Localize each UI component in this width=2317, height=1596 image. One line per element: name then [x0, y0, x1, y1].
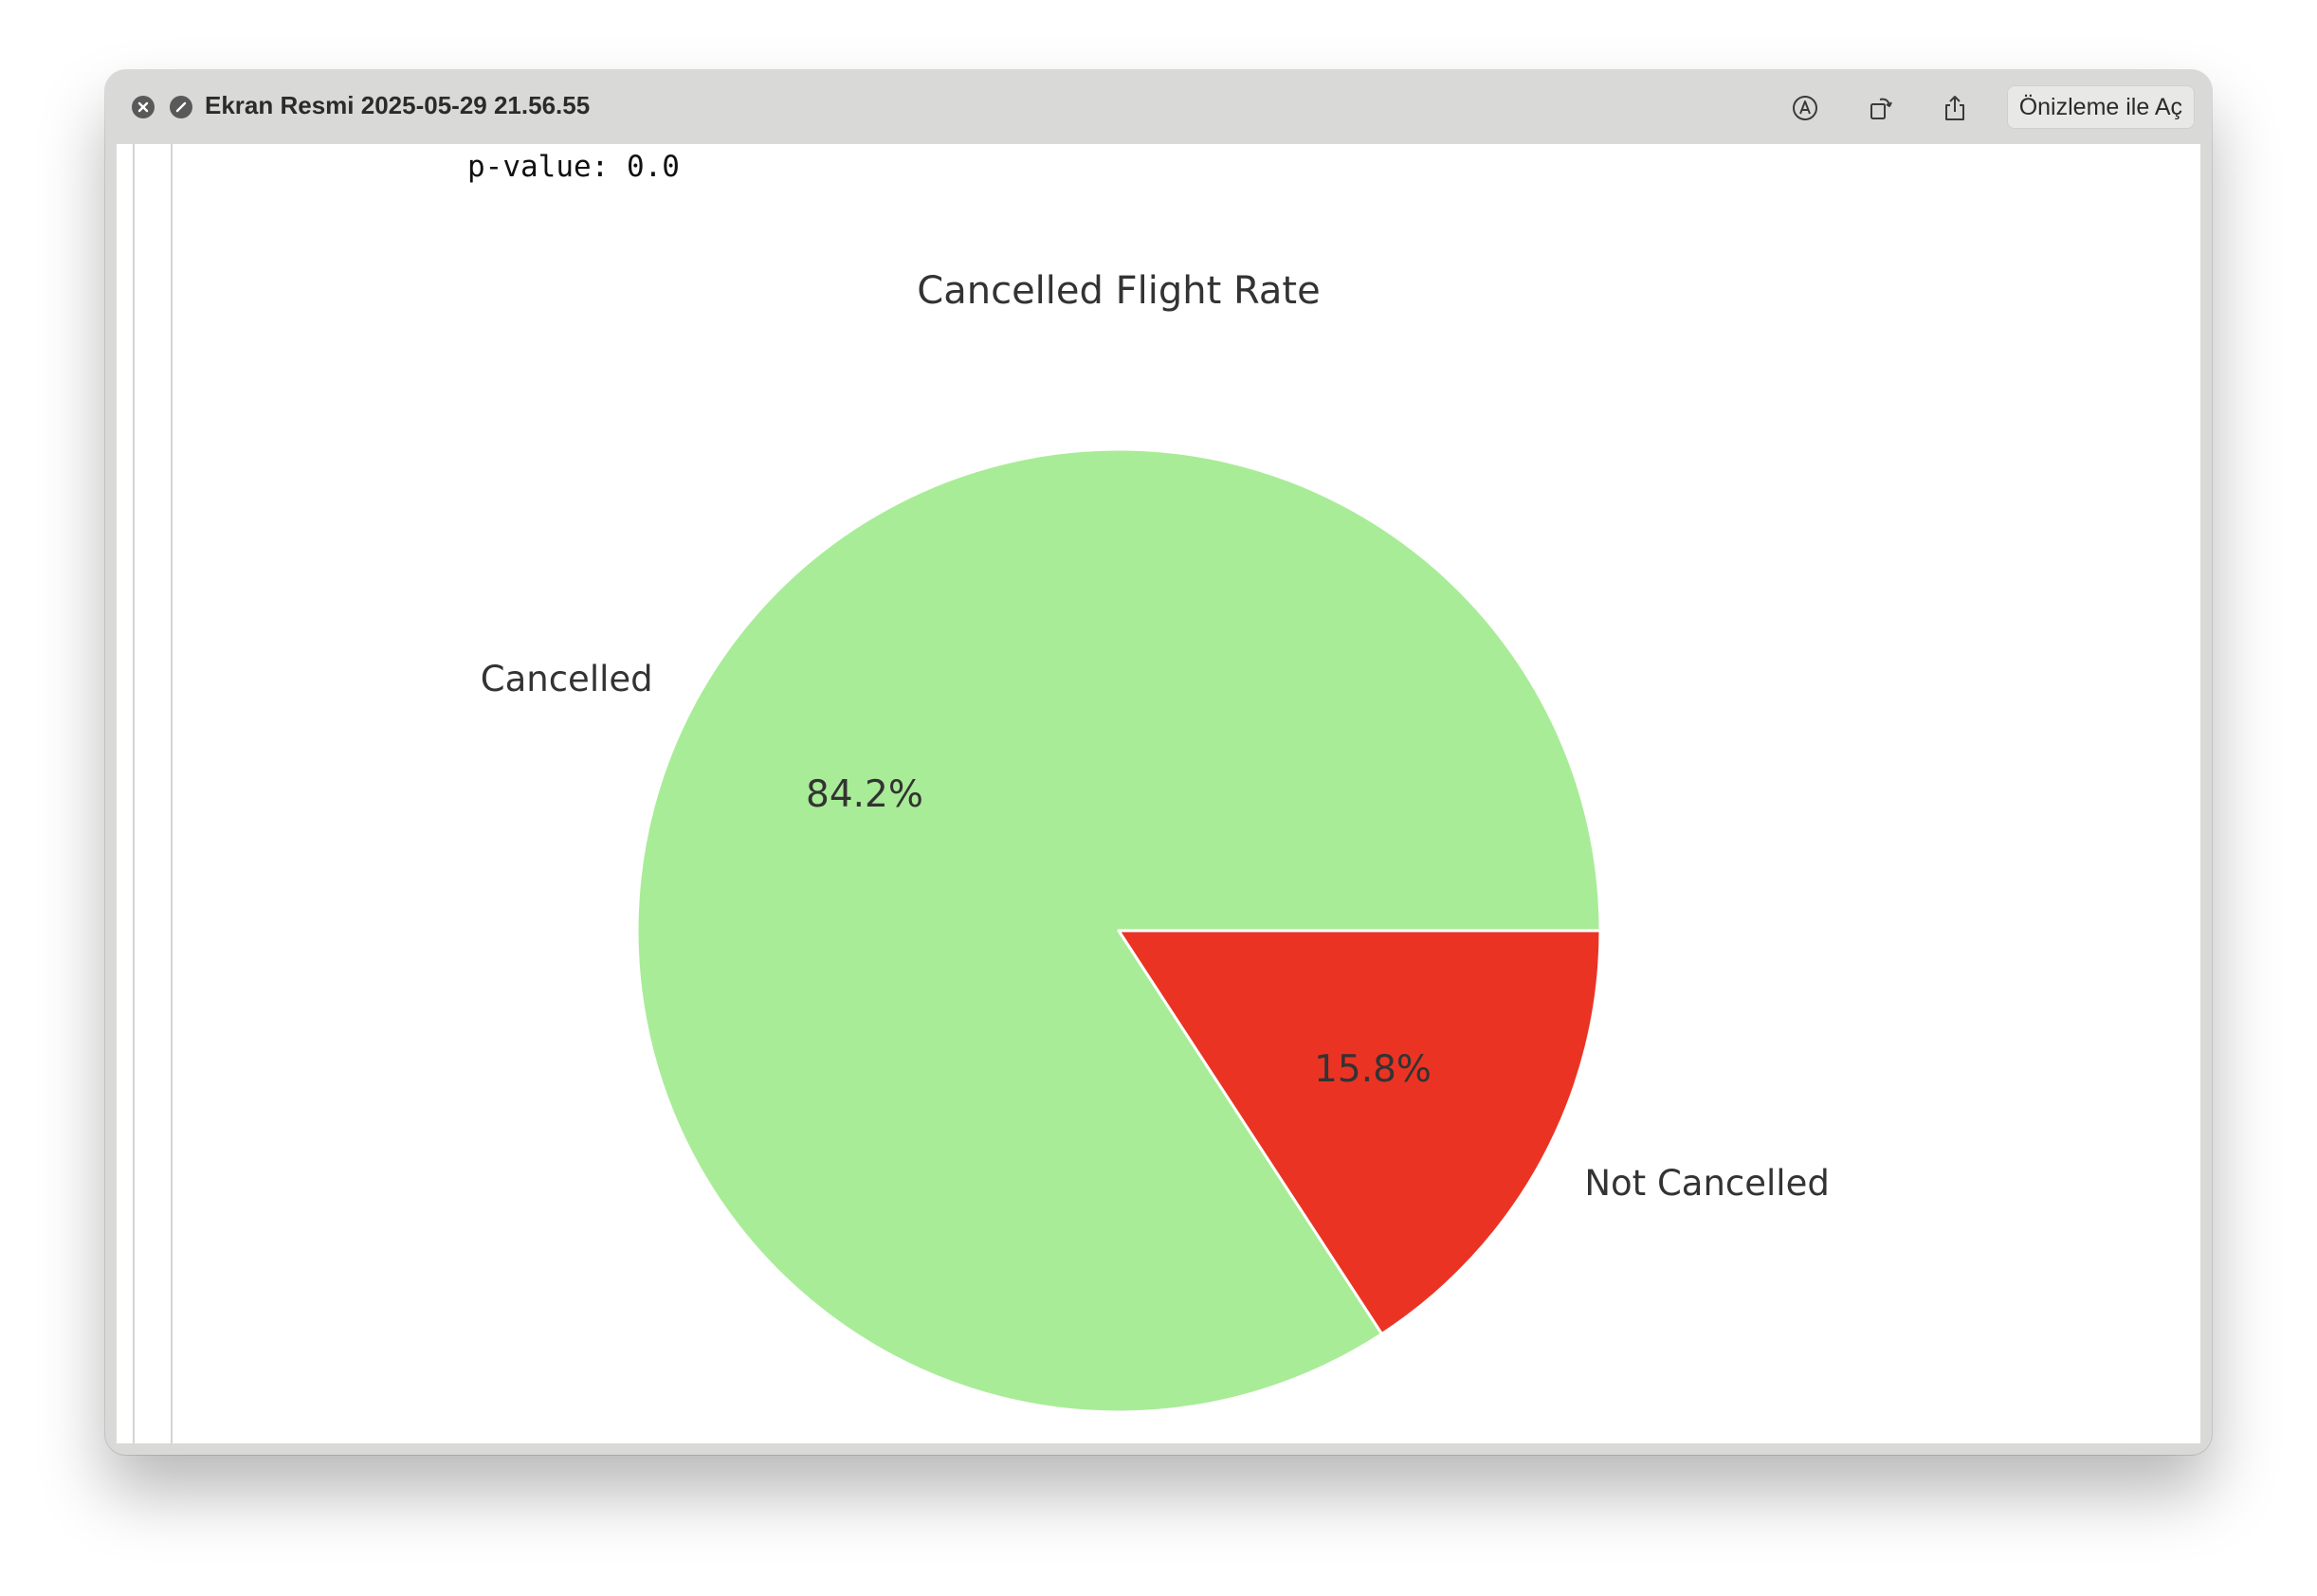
slice-percentage-label: 15.8%: [1314, 1048, 1432, 1091]
pie-slice-not-cancelled: [1117, 929, 1602, 1335]
title-bar: Ekran Resmi 2025-05-29 21.56.55 Önizleme…: [105, 70, 2212, 144]
image-content: p-value: 0.0 Cancelled Flight Rate Cance…: [117, 144, 2200, 1443]
share-icon[interactable]: [1938, 91, 1972, 125]
chart-title: Cancelled Flight Rate: [917, 269, 1320, 313]
forbidden-icon[interactable]: [170, 96, 192, 118]
open-with-preview-button[interactable]: Önizleme ile Aç: [2006, 85, 2195, 129]
pvalue-output: p-value: 0.0: [467, 150, 680, 184]
slice-percentage-label: 84.2%: [806, 773, 923, 816]
slice-label: Not Cancelled: [1584, 1163, 1829, 1204]
window-title: Ekran Resmi 2025-05-29 21.56.55: [205, 91, 591, 119]
slice-label: Cancelled: [481, 659, 653, 699]
rotate-icon[interactable]: [1864, 91, 1898, 125]
gutter-line-right: [171, 144, 173, 1443]
pie-slices: [635, 447, 1602, 1414]
close-icon[interactable]: [132, 96, 155, 118]
preview-window: Ekran Resmi 2025-05-29 21.56.55 Önizleme…: [105, 70, 2212, 1455]
pie-chart: Cancelled Flight Rate Cancelled 84.2% Not …: [481, 269, 1830, 1414]
gutter-line-left: [133, 144, 135, 1443]
pie-labels: Cancelled 84.2% Not Cancelled 15.8%: [481, 659, 1830, 1204]
markup-icon[interactable]: [1788, 91, 1822, 125]
